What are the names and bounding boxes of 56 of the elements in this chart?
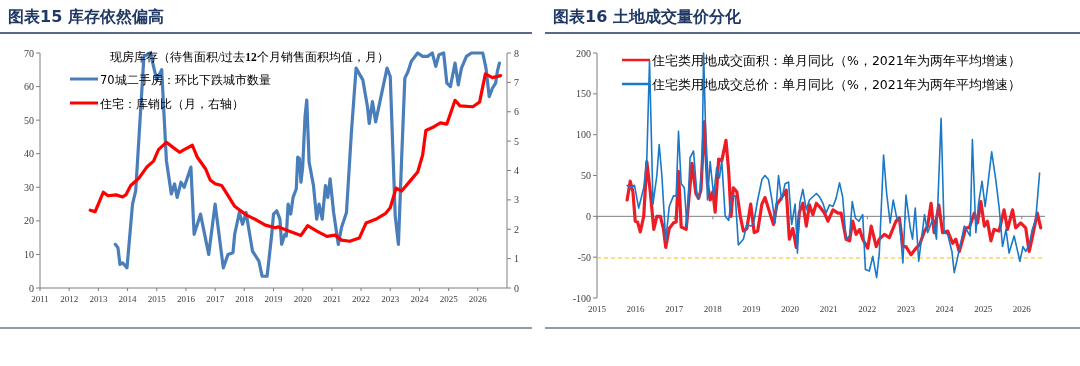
x-tick-label: 2022 bbox=[352, 294, 371, 304]
x-tick-label: 2020 bbox=[781, 304, 800, 314]
y-tick-label: 20 bbox=[24, 215, 34, 227]
x-tick-label: 2025 bbox=[439, 294, 459, 304]
y-tick-label: 200 bbox=[576, 47, 591, 59]
y2-tick-label: 0 bbox=[514, 282, 519, 294]
x-tick-label: 2013 bbox=[89, 294, 108, 304]
y-tick-label: -50 bbox=[577, 251, 591, 263]
x-tick-label: 2014 bbox=[118, 294, 138, 304]
chart-title: 图表16 土地成交量价分化 bbox=[553, 7, 742, 26]
line-series bbox=[626, 52, 1041, 279]
x-tick-label: 2016 bbox=[176, 294, 196, 304]
x-tick-label: 2019 bbox=[742, 304, 761, 314]
x-tick-label: 2026 bbox=[1012, 304, 1032, 314]
y2-tick-label: 5 bbox=[514, 135, 519, 147]
x-tick-label: 2024 bbox=[935, 304, 955, 314]
x-tick-label: 2015 bbox=[588, 304, 607, 314]
x-tick-label: 2015 bbox=[147, 294, 167, 304]
x-tick-label: 2017 bbox=[206, 294, 225, 304]
y-tick-label: 30 bbox=[24, 181, 34, 193]
x-tick-label: 2024 bbox=[410, 294, 429, 304]
chart-title: 图表15 库存依然偏高 bbox=[8, 7, 164, 26]
y2-tick-label: 2 bbox=[514, 223, 519, 235]
x-tick-label: 2011 bbox=[31, 294, 49, 304]
x-tick-label: 2025 bbox=[974, 304, 993, 314]
y-tick-label: -100 bbox=[572, 292, 591, 304]
x-tick-label: 2018 bbox=[703, 304, 723, 314]
x-tick-label: 2018 bbox=[235, 294, 254, 304]
x-tick-label: 2022 bbox=[858, 304, 877, 314]
y-tick-label: 40 bbox=[24, 148, 34, 160]
y2-tick-label: 4 bbox=[514, 165, 519, 176]
x-tick-label: 2023 bbox=[896, 304, 916, 314]
y-tick-label: 0 bbox=[29, 282, 34, 294]
x-tick-label: 2020 bbox=[293, 294, 313, 304]
y-tick-label: 0 bbox=[586, 210, 591, 222]
y-tick-label: 50 bbox=[581, 170, 591, 181]
x-tick-label: 2016 bbox=[626, 304, 646, 314]
y-tick-label: 60 bbox=[24, 81, 34, 93]
y2-tick-label: 7 bbox=[514, 76, 519, 88]
y2-tick-label: 8 bbox=[514, 47, 519, 59]
x-tick-label: 2017 bbox=[665, 304, 684, 314]
y2-tick-label: 3 bbox=[514, 194, 519, 206]
x-tick-label: 2021 bbox=[819, 304, 838, 314]
y2-tick-label: 6 bbox=[514, 106, 519, 118]
y-tick-label: 150 bbox=[576, 88, 591, 100]
x-tick-label: 2021 bbox=[322, 294, 341, 304]
y-tick-label: 100 bbox=[576, 129, 591, 141]
x-tick-label: 2019 bbox=[264, 294, 283, 304]
y-tick-label: 50 bbox=[24, 114, 34, 126]
y-tick-label: 70 bbox=[24, 47, 34, 59]
x-tick-label: 2026 bbox=[468, 294, 488, 304]
x-tick-label: 2012 bbox=[60, 294, 79, 304]
y2-tick-label: 1 bbox=[514, 253, 519, 265]
line-series bbox=[88, 72, 503, 243]
y-tick-label: 10 bbox=[24, 248, 34, 260]
x-tick-label: 2023 bbox=[381, 294, 400, 304]
